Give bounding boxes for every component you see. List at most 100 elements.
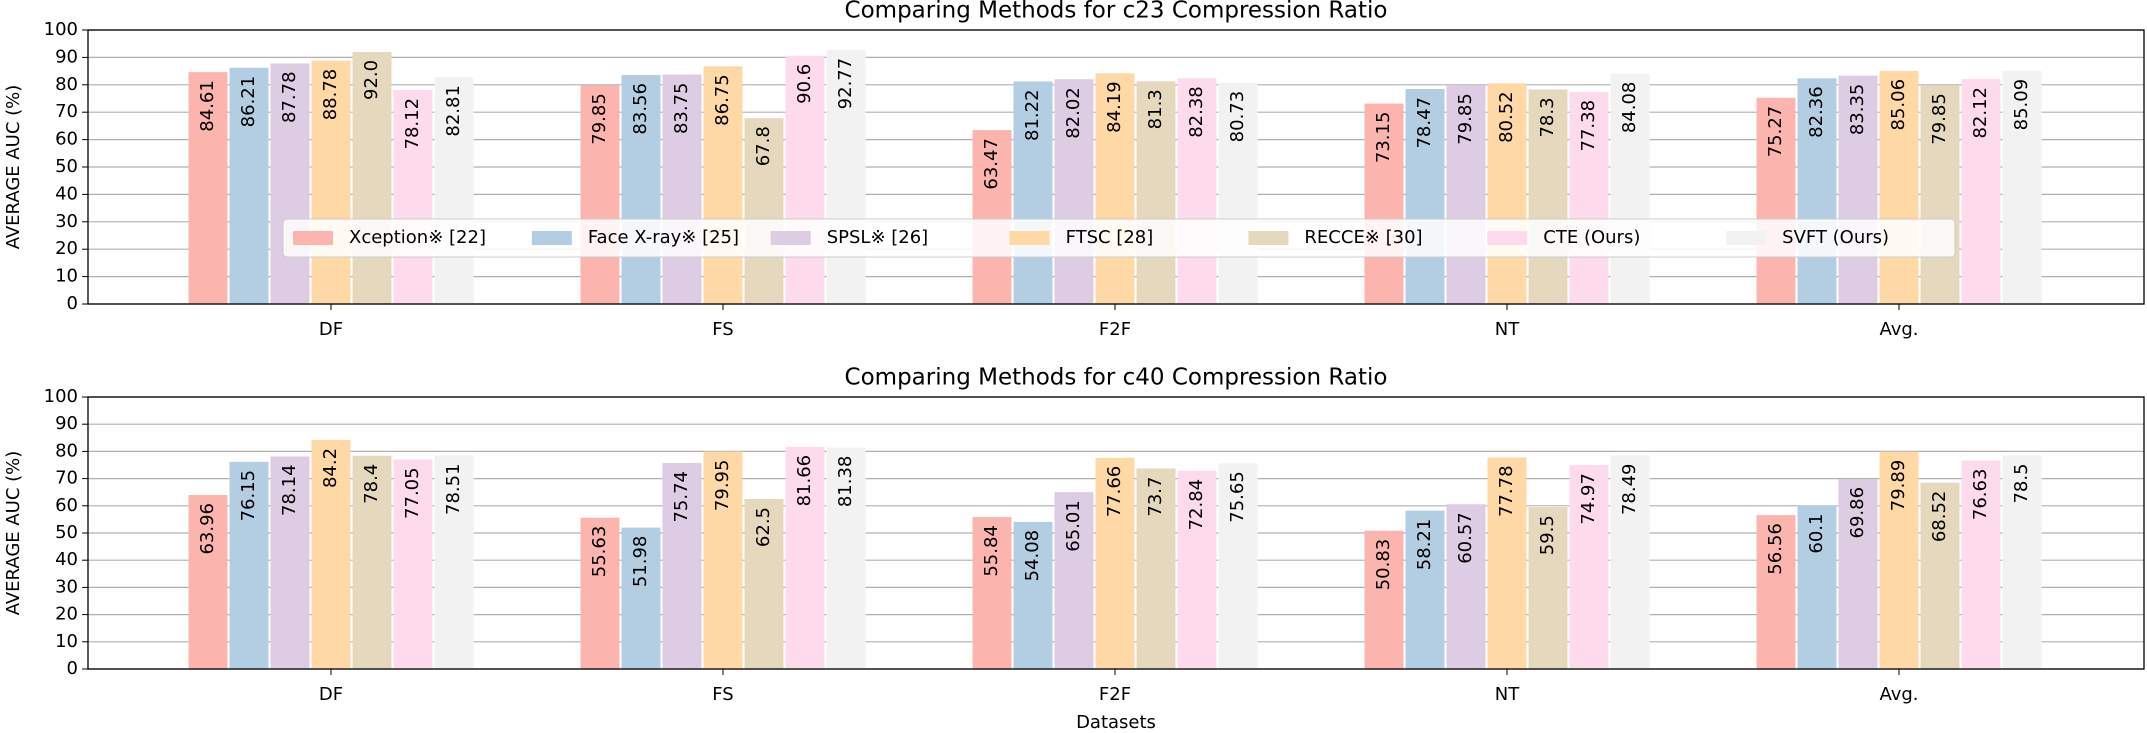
value-label: 59.5 (1537, 515, 1558, 555)
y-tick-label: 0 (67, 293, 78, 314)
value-label: 54.08 (1022, 530, 1043, 582)
legend-label: SPSL※ [26] (827, 227, 929, 248)
y-tick-label: 30 (55, 211, 78, 232)
bar (1569, 465, 1609, 669)
legend-swatch (1248, 231, 1289, 245)
value-label: 74.97 (1578, 473, 1599, 525)
value-label: 92.0 (361, 60, 382, 100)
value-label: 88.78 (320, 69, 341, 121)
value-label: 85.09 (2011, 79, 2032, 131)
bar (1797, 505, 1837, 669)
bar (1405, 510, 1445, 669)
y-tick-label: 90 (55, 413, 78, 434)
chart-title: Comparing Methods for c40 Compression Ra… (845, 365, 1388, 391)
bar (1961, 460, 2001, 669)
bar (188, 72, 228, 304)
legend-label: RECCE※ [30] (1304, 227, 1422, 248)
value-label: 90.6 (794, 64, 815, 104)
legend-label: Xception※ [22] (349, 227, 486, 248)
value-label: 77.38 (1578, 100, 1599, 152)
y-tick-label: 90 (55, 46, 78, 67)
value-label: 76.63 (1970, 469, 1991, 521)
value-label: 78.3 (1537, 97, 1558, 137)
value-label: 75.74 (671, 471, 692, 523)
value-label: 60.57 (1455, 512, 1476, 564)
value-label: 81.3 (1145, 89, 1166, 129)
bar (826, 49, 866, 305)
bar (703, 451, 743, 669)
value-label: 62.5 (753, 507, 774, 547)
value-label: 84.08 (1619, 82, 1640, 134)
legend-swatch (770, 231, 811, 245)
bar (188, 495, 228, 669)
bar (434, 455, 474, 669)
bar (1218, 463, 1258, 669)
value-label: 79.95 (712, 460, 733, 512)
value-label: 51.98 (630, 536, 651, 588)
value-label: 82.81 (443, 85, 464, 137)
value-label: 63.47 (981, 138, 1002, 190)
y-tick-label: 30 (55, 576, 78, 597)
bar (1446, 504, 1486, 669)
bar (1013, 81, 1053, 304)
bar (1177, 470, 1217, 669)
bar (785, 55, 825, 305)
y-tick-label: 80 (55, 74, 78, 95)
bar (1054, 79, 1094, 304)
value-label: 84.2 (320, 448, 341, 488)
x-tick-label: FS (712, 319, 733, 340)
bar (662, 74, 702, 305)
chart-title: Comparing Methods for c23 Compression Ra… (845, 0, 1388, 24)
value-label: 73.7 (1145, 477, 1166, 517)
bar (1177, 78, 1217, 304)
x-tick-label: NT (1495, 319, 1520, 340)
value-label: 77.66 (1104, 466, 1125, 518)
value-label: 50.83 (1373, 539, 1394, 591)
value-label: 81.38 (835, 456, 856, 508)
bar (1095, 73, 1135, 304)
bar (270, 456, 310, 669)
bar (1013, 521, 1053, 669)
value-label: 78.12 (402, 98, 423, 150)
bar (1528, 89, 1568, 304)
legend-box (282, 218, 1956, 258)
value-label: 83.35 (1847, 84, 1868, 136)
value-label: 78.47 (1414, 97, 1435, 149)
legend-swatch (1487, 231, 1528, 245)
y-tick-label: 60 (55, 129, 78, 150)
value-label: 75.27 (1765, 106, 1786, 158)
bar (744, 499, 784, 669)
y-tick-label: 40 (55, 183, 78, 204)
x-tick-label: F2F (1099, 684, 1131, 705)
bar (1920, 482, 1960, 669)
bar (1364, 103, 1404, 304)
bar (580, 517, 620, 669)
y-tick-label: 80 (55, 440, 78, 461)
value-label: 83.75 (671, 83, 692, 135)
value-label: 92.77 (835, 58, 856, 110)
bar (393, 89, 433, 304)
y-tick-label: 70 (55, 468, 78, 489)
bar (785, 446, 825, 669)
x-axis-label: Datasets (1076, 712, 1156, 733)
value-label: 78.4 (361, 464, 382, 504)
value-label: 81.66 (794, 455, 815, 507)
bar (1797, 78, 1837, 304)
bar (621, 75, 661, 305)
value-label: 75.65 (1227, 471, 1248, 523)
axes-frame (87, 396, 2145, 670)
legend-label: CTE (Ours) (1543, 227, 1640, 248)
x-tick-label: Avg. (1879, 319, 1918, 340)
bar (352, 455, 392, 669)
value-label: 58.21 (1414, 519, 1435, 571)
value-label: 69.86 (1847, 487, 1868, 539)
y-axis-label: AVERAGE AUC (%) (3, 451, 24, 616)
value-label: 82.38 (1186, 86, 1207, 138)
value-label: 84.19 (1104, 81, 1125, 133)
bar (1095, 457, 1135, 669)
bar (662, 462, 702, 669)
value-label: 87.78 (279, 71, 300, 123)
bar (1610, 455, 1650, 669)
legend-swatch (1009, 231, 1050, 245)
